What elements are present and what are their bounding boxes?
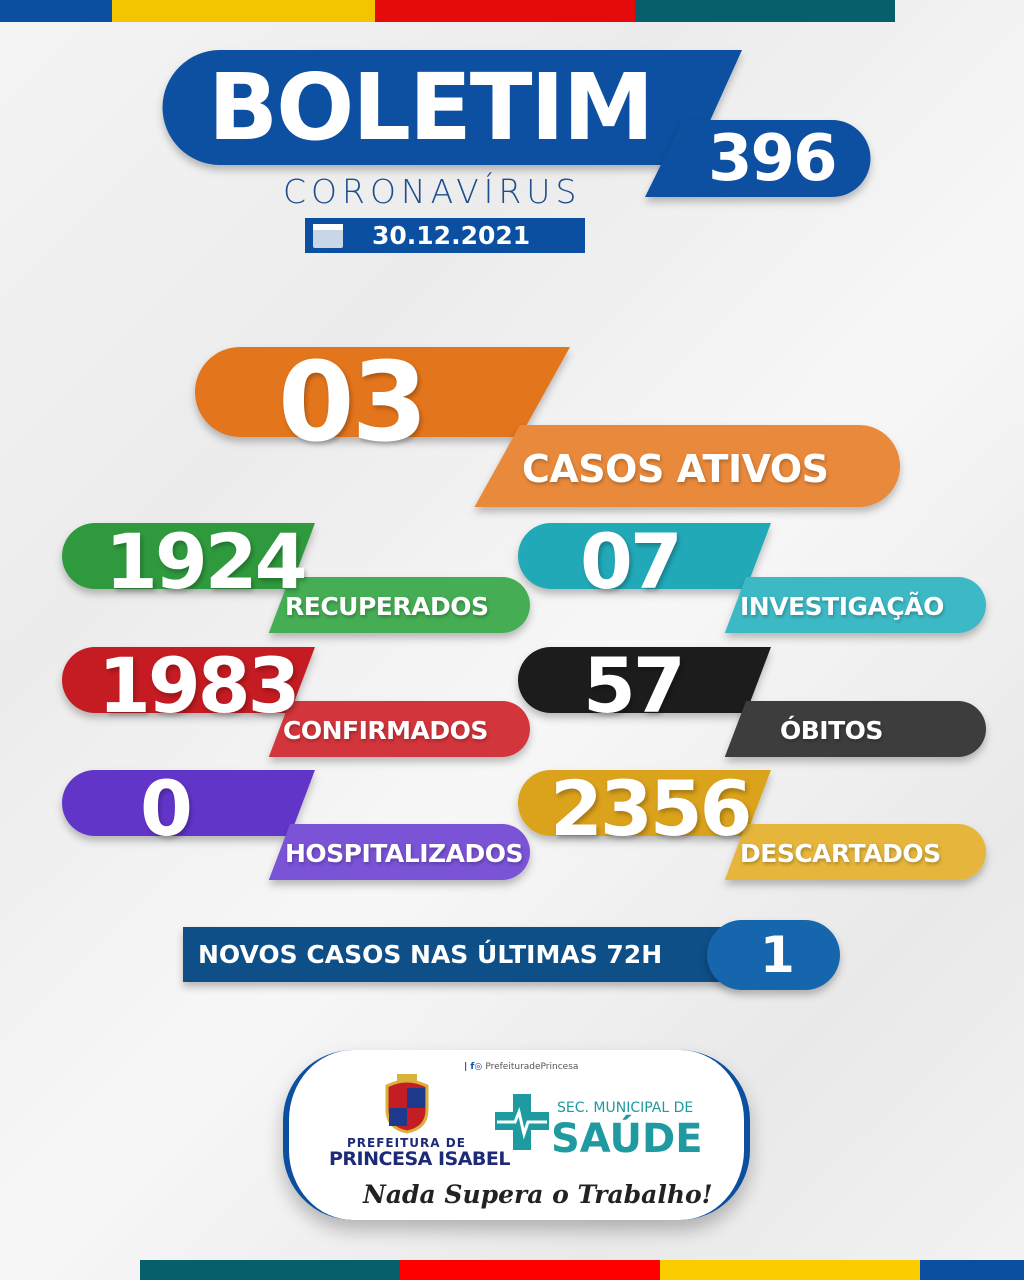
discarded-label: DESCARTADOS — [740, 838, 941, 868]
bulletin-number: 396 — [708, 122, 838, 196]
hospitalized-value-shape — [62, 770, 315, 836]
deaths-value: 57 — [583, 641, 686, 731]
calendar-icon — [313, 224, 343, 248]
bottom-stripe-teal — [140, 1260, 400, 1280]
hospitalized-label-shape — [268, 824, 530, 880]
new-cases-label: NOVOS CASOS NAS ÚLTIMAS 72H — [198, 940, 663, 969]
city-name: PRINCESA ISABEL — [329, 1148, 510, 1170]
city-prefix: PREFEITURA DE — [347, 1136, 466, 1150]
footer-logo-card: | f◎ PrefeituradePrincesa PREFEITURA DE … — [283, 1050, 750, 1220]
discarded-label-shape — [724, 824, 986, 880]
investigation-value-shape — [518, 523, 771, 589]
recovered-value: 1924 — [105, 517, 308, 607]
discarded-value: 2356 — [550, 764, 753, 854]
top-stripe-teal — [635, 0, 895, 22]
confirmed-value-shape — [62, 647, 315, 713]
investigation-value: 07 — [580, 517, 683, 607]
date: 30.12.2021 — [372, 221, 531, 250]
new-cases-bar — [183, 927, 743, 982]
bottom-stripe-yellow — [660, 1260, 920, 1280]
top-stripe-red — [375, 0, 635, 22]
confirmed-value: 1983 — [98, 641, 301, 731]
new-cases-pill — [707, 920, 840, 990]
social-handle[interactable]: | f◎ PrefeituradePrincesa — [464, 1062, 579, 1072]
facebook-instagram-icon: | f◎ — [464, 1062, 486, 1072]
deaths-label: ÓBITOS — [780, 715, 883, 745]
health-prefix: SEC. MUNICIPAL DE — [557, 1100, 694, 1116]
title: BOLETIM — [208, 54, 654, 161]
active-cases-label: CASOS ATIVOS — [522, 446, 829, 491]
new-cases-value: 1 — [760, 926, 795, 984]
active-cases-value: 03 — [278, 338, 428, 467]
deaths-value-shape — [518, 647, 771, 713]
bottom-stripe-blue — [920, 1260, 1024, 1280]
slogan: Nada Supera o Trabalho! — [363, 1180, 713, 1209]
bottom-stripe-red — [400, 1260, 660, 1280]
health-name: SAÚDE — [551, 1116, 703, 1162]
hospitalized-label: HOSPITALIZADOS — [285, 838, 523, 868]
top-stripe-yellow — [112, 0, 375, 22]
title-banner — [162, 50, 742, 165]
discarded-value-shape — [518, 770, 771, 836]
confirmed-label-shape — [268, 701, 530, 757]
hospitalized-value: 0 — [140, 764, 193, 854]
number-banner — [645, 120, 871, 197]
recovered-value-shape — [62, 523, 315, 589]
top-stripe-blue — [0, 0, 112, 22]
recovered-label: RECUPERADOS — [285, 591, 489, 621]
investigation-label-shape — [724, 577, 986, 633]
confirmed-label: CONFIRMADOS — [283, 715, 488, 745]
deaths-label-shape — [724, 701, 986, 757]
investigation-label: INVESTIGAÇÃO — [740, 591, 944, 621]
subtitle: CORONAVÍRUS — [283, 172, 582, 211]
active-cases-label-shape — [474, 425, 900, 507]
recovered-label-shape — [268, 577, 530, 633]
health-cross-icon — [495, 1094, 549, 1150]
city-coat-of-arms-icon — [385, 1074, 429, 1134]
date-box — [305, 218, 585, 253]
active-cases-value-shape — [195, 347, 570, 437]
